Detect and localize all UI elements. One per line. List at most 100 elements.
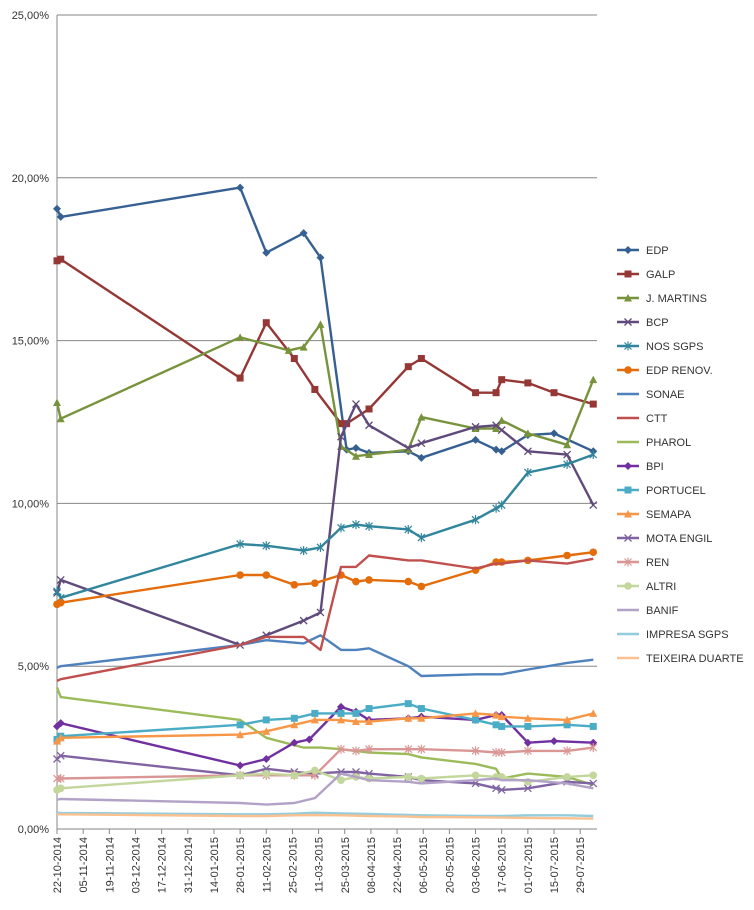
data-point-altri [311, 766, 319, 775]
x-tick-label: 20-05-2015 [444, 837, 456, 893]
data-point-galp [262, 319, 270, 327]
data-point-altri [563, 773, 571, 781]
data-point-bcp [563, 450, 572, 459]
data-point-semapa [492, 711, 501, 719]
data-point-galp [337, 420, 345, 428]
data-point-bpi [56, 719, 65, 728]
data-point-bcp [471, 422, 480, 431]
data-point-nos-sgps [523, 467, 532, 477]
data-point-nos-sgps [262, 541, 271, 551]
data-point-bcp [56, 575, 65, 584]
data-point-mota-engil [492, 784, 501, 793]
data-point-j-martins [56, 414, 65, 423]
data-point-galp [290, 355, 298, 363]
legend-entry-pharol: PHAROL [617, 437, 691, 449]
legend-entry-edp: EDP [617, 245, 669, 257]
legend-marker-ren [624, 557, 632, 567]
x-tick-label: 22-04-2015 [392, 837, 404, 893]
data-point-nos-sgps [589, 450, 598, 460]
series-lines [53, 183, 598, 820]
data-point-altri [589, 771, 598, 780]
x-tick-label: 14-01-2015 [209, 837, 221, 893]
data-point-nos-sgps [316, 542, 325, 552]
data-point-semapa [236, 730, 245, 739]
legend-label-sonae: SONAE [646, 389, 685, 401]
data-point-j-martins [492, 424, 501, 433]
x-tick-label: 03-06-2015 [471, 837, 483, 893]
legend-entry-galp: GALP [617, 269, 675, 281]
data-point-nos-sgps [497, 500, 506, 510]
data-point-ren [563, 746, 572, 756]
data-point-mota-engil [56, 751, 65, 760]
x-tick-label: 06-05-2015 [418, 837, 430, 893]
data-point-ren [365, 744, 373, 754]
legend-label-edp-renov: EDP RENOV. [646, 365, 713, 377]
data-point-altri [417, 774, 426, 783]
data-point-portucel [589, 722, 597, 730]
y-tick-label: 10,00% [12, 498, 50, 510]
legend-entry-portucel: PORTUCEL [617, 485, 706, 497]
legend-label-teixeira-duarte: TEIXEIRA DUARTE [646, 653, 744, 665]
gridlines [57, 14, 597, 667]
data-point-j-martins [365, 450, 374, 459]
legend-label-galp: GALP [646, 269, 675, 281]
legend-label-mota-engil: MOTA ENGIL [646, 533, 712, 545]
x-tick-label: 19-11-2014 [104, 837, 116, 892]
data-point-portucel [563, 721, 571, 729]
series-line-mota-engil [56, 754, 594, 792]
legend-entry-bpi: BPI [617, 461, 664, 473]
data-point-j-martins [563, 440, 572, 449]
series-galp [53, 255, 597, 428]
x-tick-label: 01-07-2015 [523, 837, 535, 893]
data-point-mota-engil [589, 779, 598, 788]
x-tick-label: 31-12-2014 [183, 837, 195, 893]
data-point-nos-sgps [563, 459, 572, 469]
series-edp [53, 183, 598, 462]
data-point-portucel [524, 722, 532, 730]
series-line-banif [56, 772, 594, 806]
data-point-nos-sgps [417, 533, 426, 543]
legend-entry-sonae: SONAE [617, 389, 685, 401]
legend-label-ren: REN [646, 557, 669, 569]
data-point-bcp [497, 426, 506, 435]
data-point-semapa [417, 714, 426, 722]
data-point-edp-renov [236, 571, 244, 579]
data-point-j-martins [236, 333, 245, 341]
data-point-edp-renov [417, 582, 426, 591]
series-line-impresa-sgps [56, 811, 594, 818]
data-point-semapa [563, 715, 572, 724]
legend-label-j-martins: J. MARTINS [646, 293, 707, 305]
data-point-bpi [589, 738, 598, 747]
data-point-galp [472, 389, 480, 397]
x-tick-label: 25-03-2015 [340, 837, 352, 893]
series-impresa-sgps [56, 811, 594, 818]
data-point-portucel [352, 709, 360, 717]
data-point-semapa [56, 733, 65, 742]
legend-entry-teixeira-duarte: TEIXEIRA DUARTE [617, 653, 744, 665]
legend-label-ctt: CTT [646, 413, 668, 425]
data-point-semapa [404, 714, 413, 722]
data-point-galp [311, 385, 319, 393]
legend-marker-edp-renov [624, 366, 632, 374]
data-point-nos-sgps [337, 523, 345, 533]
data-point-bcp [365, 421, 374, 430]
data-point-ren [471, 746, 480, 756]
legend-entry-j-martins: J. MARTINS [617, 293, 707, 305]
legend-marker-nos-sgps [624, 341, 632, 351]
x-tick-label: 11-03-2015 [314, 837, 326, 892]
data-point-portucel [236, 721, 244, 729]
legend-marker-bcp [624, 318, 632, 326]
legend-marker-edp [624, 246, 632, 254]
data-point-galp [417, 355, 425, 363]
data-point-ren [352, 746, 360, 756]
data-point-galp [524, 379, 532, 387]
x-tick-label: 17-06-2015 [497, 837, 509, 893]
data-point-portucel [311, 709, 319, 717]
x-tick-label: 25-02-2015 [287, 837, 299, 893]
data-point-edp-renov [262, 571, 271, 579]
data-point-nos-sgps [352, 520, 360, 530]
data-point-semapa [310, 715, 319, 724]
data-point-portucel [404, 700, 412, 708]
legend-entry-altri: ALTRI [617, 581, 676, 593]
